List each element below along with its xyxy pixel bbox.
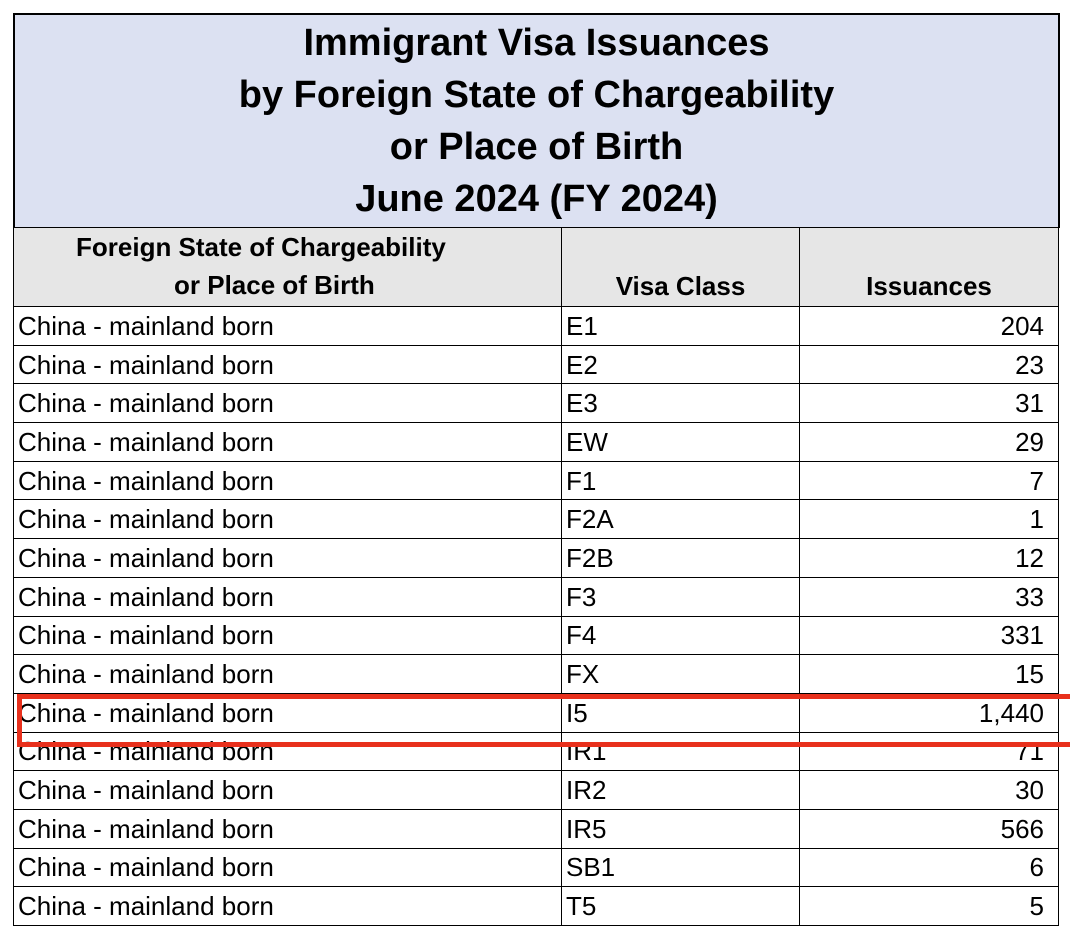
table-row[interactable]: China - mainland born F1 7 [13,460,1059,501]
table-row[interactable]: China - mainland born F3 33 [13,576,1059,617]
table-row[interactable]: China - mainland born SB1 6 [13,847,1059,888]
cell-visa-class[interactable]: F2B [561,538,800,578]
table-row[interactable]: China - mainland born IR2 30 [13,770,1059,810]
table-body: China - mainland born E1 204 China - mainla… [13,306,1059,926]
cell-place[interactable]: China - mainland born [13,692,562,733]
table-row[interactable]: China - mainland born E1 204 [13,306,1059,346]
table-row[interactable]: China - mainland born IR1 71 [13,731,1059,772]
cell-issuances[interactable]: 30 [799,770,1059,810]
cell-visa-class[interactable]: F2A [561,499,800,540]
cell-place[interactable]: China - mainland born [13,770,562,810]
cell-visa-class[interactable]: FX [561,654,800,694]
table-row[interactable]: China - mainland born F4 331 [13,615,1059,656]
cell-place[interactable]: China - mainland born [13,654,562,694]
cell-issuances[interactable]: 33 [799,576,1059,617]
cell-place[interactable]: China - mainland born [13,886,562,926]
cell-visa-class[interactable]: I5 [561,692,800,733]
issuances-table: Foreign State of Chargeability or Place … [13,227,1059,926]
cell-place[interactable]: China - mainland born [13,576,562,617]
cell-issuances[interactable]: 23 [799,344,1059,385]
cell-visa-class[interactable]: IR2 [561,770,800,810]
cell-place[interactable]: China - mainland born [13,808,562,849]
table-row[interactable]: China - mainland born IR5 566 [13,808,1059,849]
header-issuances[interactable]: Issuances [799,227,1059,307]
cell-visa-class[interactable]: E3 [561,383,800,424]
cell-place[interactable]: China - mainland born [13,306,562,346]
table-row[interactable]: China - mainland born FX 15 [13,654,1059,694]
table-row[interactable]: China - mainland born EW 29 [13,422,1059,462]
cell-place[interactable]: China - mainland born [13,422,562,462]
table-row[interactable]: China - mainland born E3 31 [13,383,1059,424]
report-title-line-2: by Foreign State of Chargeability [238,74,835,116]
cell-visa-class[interactable]: SB1 [561,847,800,888]
cell-place[interactable]: China - mainland born [13,538,562,578]
table-row-highlighted[interactable]: China - mainland born I5 1,440 [13,692,1059,733]
cell-issuances[interactable]: 1 [799,499,1059,540]
cell-issuances[interactable]: 5 [799,886,1059,926]
cell-issuances[interactable]: 31 [799,383,1059,424]
cell-visa-class[interactable]: E1 [561,306,800,346]
cell-issuances[interactable]: 15 [799,654,1059,694]
cell-place[interactable]: China - mainland born [13,460,562,501]
cell-visa-class[interactable]: EW [561,422,800,462]
table-row[interactable]: China - mainland born E2 23 [13,344,1059,385]
cell-issuances[interactable]: 12 [799,538,1059,578]
report-title-line-4: June 2024 (FY 2024) [355,178,718,220]
cell-issuances[interactable]: 566 [799,808,1059,849]
cell-visa-class[interactable]: F1 [561,460,800,501]
report-title-line-3: or Place of Birth [389,126,684,168]
cell-place[interactable]: China - mainland born [13,499,562,540]
cell-issuances[interactable]: 7 [799,460,1059,501]
header-place-line-1: Foreign State of Chargeability [76,232,446,262]
cell-place[interactable]: China - mainland born [13,615,562,656]
cell-place[interactable]: China - mainland born [13,847,562,888]
cell-visa-class[interactable]: F4 [561,615,800,656]
cell-issuances[interactable]: 29 [799,422,1059,462]
cell-visa-class[interactable]: E2 [561,344,800,385]
report-title-line-1: Immigrant Visa Issuances [303,22,770,64]
cell-issuances[interactable]: 204 [799,306,1059,346]
cell-place[interactable]: China - mainland born [13,731,562,772]
header-visa-class[interactable]: Visa Class [561,227,800,307]
cell-visa-class[interactable]: F3 [561,576,800,617]
report-title-block: Immigrant Visa Issuances by Foreign Stat… [13,13,1060,228]
cell-issuances[interactable]: 6 [799,847,1059,888]
header-place-of-birth[interactable]: Foreign State of Chargeability or Place … [13,227,562,307]
cell-issuances[interactable]: 71 [799,731,1059,772]
table-row[interactable]: China - mainland born T5 5 [13,886,1059,926]
table-row[interactable]: China - mainland born F2B 12 [13,538,1059,578]
table-row[interactable]: China - mainland born F2A 1 [13,499,1059,540]
cell-issuances[interactable]: 1,440 [799,692,1059,733]
cell-visa-class[interactable]: IR5 [561,808,800,849]
cell-visa-class[interactable]: IR1 [561,731,800,772]
cell-visa-class[interactable]: T5 [561,886,800,926]
cell-issuances[interactable]: 331 [799,615,1059,656]
table-header-row: Foreign State of Chargeability or Place … [13,227,1059,307]
cell-place[interactable]: China - mainland born [13,383,562,424]
cell-place[interactable]: China - mainland born [13,344,562,385]
header-place-line-2: or Place of Birth [174,270,375,300]
